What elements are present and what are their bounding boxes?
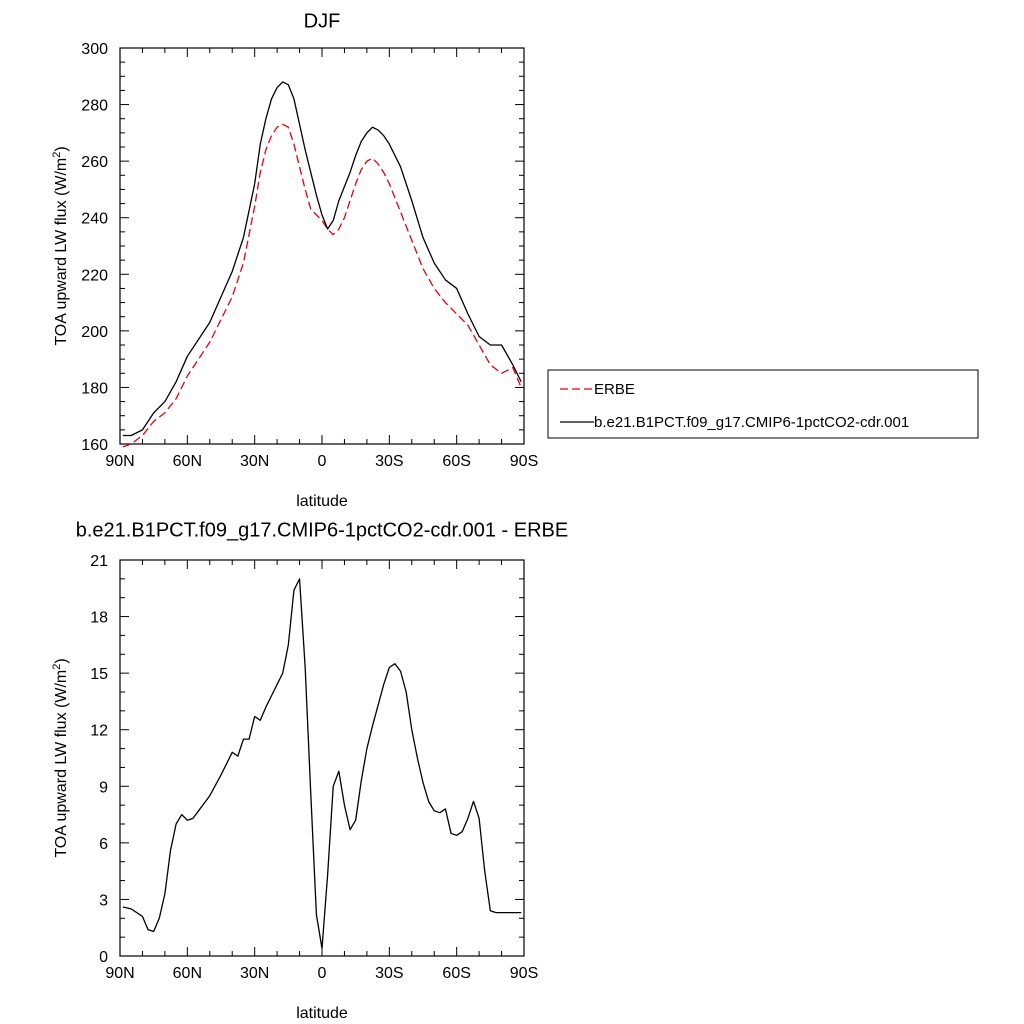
y-tick-label: 0: [99, 949, 108, 966]
y-tick-label: 6: [99, 836, 108, 853]
x-tick-label: 30S: [375, 965, 403, 982]
chart-title: b.e21.B1PCT.f09_g17.CMIP6-1pctCO2-cdr.00…: [76, 519, 568, 541]
y-axis-label: TOA upward LW flux (W/m2): [51, 658, 70, 857]
x-tick-label: 90N: [105, 453, 134, 470]
legend: ERBE b.e21.B1PCT.f09_g17.CMIP6-1pctCO2-cd…: [547, 369, 979, 439]
x-tick-label: 30N: [240, 453, 269, 470]
y-tick-label: 21: [90, 553, 108, 570]
plot-frame: [119, 559, 525, 957]
y-tick-label: 260: [81, 154, 108, 171]
x-tick-label: 0: [318, 453, 327, 470]
chart-panel-2: b.e21.B1PCT.f09_g17.CMIP6-1pctCO2-cdr.00…: [51, 519, 568, 1022]
y-tick-label: 180: [81, 380, 108, 397]
chart-panel-1: DJF 90N 60N 30N 0 30S 60S 90S 160 180 200 220 240 260…: [51, 10, 979, 510]
legend-box: [547, 369, 979, 439]
y-tick-label: 200: [81, 324, 108, 341]
y-tick-label: 280: [81, 98, 108, 115]
legend-label-2: b.e21.B1PCT.f09_g17.CMIP6-1pctCO2-cdr.00…: [594, 414, 909, 431]
x-tick-label: 60S: [442, 453, 470, 470]
series-line-1: [122, 123, 522, 448]
series-line-2: [122, 81, 522, 437]
x-tick-label: 90N: [105, 965, 134, 982]
y-tick-label: 18: [90, 610, 108, 627]
legend-label-1: ERBE: [594, 381, 635, 398]
x-tick-label: 30N: [240, 965, 269, 982]
series-line-1: [122, 578, 522, 950]
chart-title: DJF: [304, 10, 341, 32]
y-tick-label: 240: [81, 211, 108, 228]
y-tick-label: 3: [99, 892, 108, 909]
y-tick-label: 220: [81, 267, 108, 284]
x-tick-label: 0: [318, 965, 327, 982]
y-tick-label: 300: [81, 41, 108, 58]
x-axis-label: latitude: [296, 1005, 348, 1022]
x-tick-label: 90S: [510, 965, 538, 982]
x-tick-label: 60N: [173, 965, 202, 982]
x-tick-label: 60S: [442, 965, 470, 982]
y-tick-label: 12: [90, 723, 108, 740]
y-tick-label: 160: [81, 437, 108, 454]
y-tick-label: 15: [90, 666, 108, 683]
plot-frame: [119, 47, 525, 445]
x-tick-label: 30S: [375, 453, 403, 470]
y-tick-label: 9: [99, 779, 108, 796]
x-tick-label: 90S: [510, 453, 538, 470]
x-tick-label: 60N: [173, 453, 202, 470]
x-axis-label: latitude: [296, 493, 348, 510]
y-axis-label: TOA upward LW flux (W/m2): [51, 146, 70, 345]
